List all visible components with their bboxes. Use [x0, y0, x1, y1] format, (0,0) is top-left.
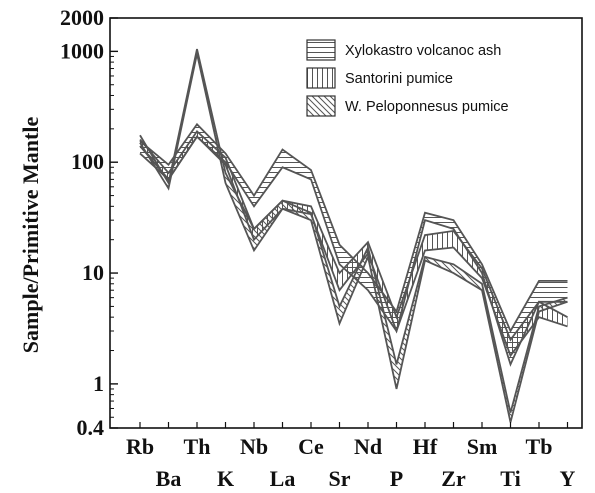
legend-swatch	[306, 67, 336, 89]
series-layer	[139, 48, 568, 423]
y-axis-label: Sample/Primitive Mantle	[18, 117, 43, 354]
y-axis: 2000 1000 100 10 1 0.4	[60, 5, 118, 440]
y-tick-label: 10	[82, 260, 104, 285]
x-tick-label: Sr	[329, 466, 351, 491]
series-lower-line	[139, 135, 568, 358]
x-tick-label: Y	[560, 466, 576, 491]
y-tick-label: 100	[71, 149, 104, 174]
legend-label: W. Peloponnesus pumice	[345, 99, 509, 115]
legend-label: Santorini pumice	[345, 71, 453, 87]
legend-swatch	[306, 95, 336, 117]
legend-item: Xylokastro volcanoc ash	[306, 39, 501, 61]
x-tick-label: Rb	[126, 434, 154, 459]
x-tick-label: Sm	[467, 434, 498, 459]
x-tick-label: Nb	[240, 434, 268, 459]
series-upper-line	[139, 48, 568, 413]
y-tick-label: 0.4	[77, 415, 105, 440]
x-tick-label: K	[217, 466, 234, 491]
x-tick-label: Tb	[526, 434, 553, 459]
series-band-horizontal	[140, 124, 568, 365]
legend-label: Xylokastro volcanoc ash	[345, 43, 501, 59]
legend-swatch	[306, 39, 336, 61]
series-diagonal	[139, 48, 568, 423]
series-lower-line	[139, 53, 568, 423]
series-vertical	[139, 129, 568, 358]
x-tick-label: Zr	[441, 466, 466, 491]
x-tick-label: La	[270, 466, 296, 491]
y-tick-label: 1	[93, 371, 104, 396]
legend-item: W. Peloponnesus pumice	[306, 95, 509, 117]
x-tick-label: Th	[184, 434, 211, 459]
x-tick-label: Ce	[298, 434, 324, 459]
y-tick-label: 1000	[60, 38, 104, 63]
legend-item: Santorini pumice	[306, 67, 453, 89]
series-upper-line	[139, 129, 568, 342]
x-tick-label: Ti	[500, 466, 520, 491]
x-tick-label: Nd	[354, 434, 382, 459]
plot-frame	[109, 17, 583, 429]
x-tick-label: Ba	[156, 466, 182, 491]
y-tick-label: 2000	[60, 5, 104, 30]
x-tick-label: Hf	[413, 434, 438, 459]
series-band-vertical	[140, 131, 568, 356]
series-upper-line	[139, 122, 568, 334]
x-tick-label: P	[390, 466, 403, 491]
legend: Xylokastro volcanoc ash Santorini pumice W…	[306, 39, 509, 117]
